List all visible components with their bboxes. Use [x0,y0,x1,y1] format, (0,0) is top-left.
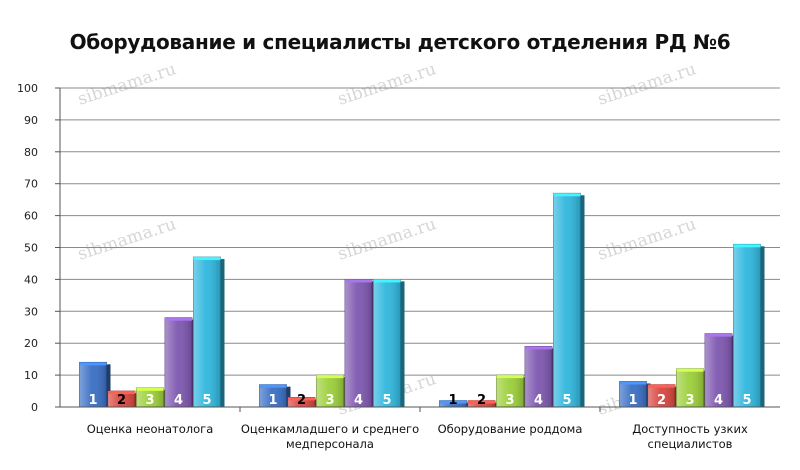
bar-number-label: 5 [742,393,751,408]
bar-highlight [705,333,732,407]
bar-highlight [345,279,372,407]
bar-top [553,193,581,197]
category-label: специалистов [648,437,733,451]
bar-top [108,391,135,395]
bar-highlight [316,375,344,407]
bar-top [165,317,192,321]
bar-top [288,397,315,401]
bar-highlight [193,257,221,407]
y-tick-label: 70 [24,178,38,191]
bar-top [648,384,675,388]
bar-top [79,362,107,366]
bar-top [193,257,221,261]
bar-number-label: 2 [297,393,306,408]
bar-number-label: 3 [325,393,334,408]
y-tick-label: 10 [24,369,38,382]
bar-highlight [108,391,135,407]
bar-number-label: 1 [268,393,277,408]
bar-number-label: 2 [477,393,486,408]
bar-top [468,400,495,404]
watermark-text: sibmama.ru [595,59,698,110]
bar-shadow [106,364,111,407]
category-label: Оценка неонатолога [87,422,214,436]
bar-number-label: 5 [202,393,211,408]
bar-number-label: 3 [685,393,694,408]
bar-highlight [136,387,164,407]
bar-highlight [733,244,761,407]
bar-highlight [373,279,401,407]
bar-shadow [580,195,585,407]
bar-number-label: 5 [562,393,571,408]
watermark-text: sibmama.ru [595,214,698,265]
bar-shadow [220,259,225,407]
bar-number-label: 4 [174,393,183,408]
bar-top [705,333,732,337]
bar-number-label: 4 [714,393,723,408]
bar-top [345,279,372,283]
bar-number-label: 1 [88,393,97,408]
bar-top [439,400,467,404]
bar-highlight [619,381,647,407]
y-tick-label: 40 [24,273,38,286]
bar-number-label: 5 [382,393,391,408]
bar-number-label: 3 [145,393,154,408]
watermark-text: sibmama.ru [75,59,178,110]
watermark-text: sibmama.ru [75,214,178,265]
gridlines [60,87,780,408]
axis-labels: 0 10 20 30 40 50 60 70 80 90 100 1 2 3 4 5 Оценка неонат… [17,82,752,451]
y-tick-label: 30 [24,305,38,318]
y-tick-label: 100 [17,82,38,95]
bar-shadow [760,246,765,407]
watermark-text: sibmama.ru [335,59,438,110]
bar-top [496,375,524,379]
bar-top [733,244,761,248]
y-tick-label: 20 [24,337,38,350]
y-tick-label: 50 [24,242,38,255]
bar-top [316,375,344,379]
bar-top [525,346,552,350]
chart-title: Оборудование и специалисты детского отде… [69,30,731,54]
bar-top [373,279,401,283]
y-tick-label: 90 [24,114,38,127]
bar-number-label: 1 [628,393,637,408]
watermark-text: sibmama.ru [335,214,438,265]
bar-highlight [553,193,581,407]
bar-highlight [496,375,524,407]
bar-highlight [468,400,495,407]
category-label: Оборудование роддома [438,422,583,436]
category-label: Доступность узких [632,422,748,436]
category-label: медперсонала [286,437,374,451]
bar-number-label: 2 [657,393,666,408]
y-tick-label: 80 [24,146,38,159]
bar-highlight [259,384,287,407]
bar-number-label: 2 [117,393,126,408]
y-tick-label: 0 [31,401,38,414]
bar-highlight [79,362,107,407]
bar-top [619,381,647,385]
bar-top [136,387,164,391]
category-label: Оценкамладшего и среднего [241,422,419,436]
axes [55,87,780,412]
y-tick-label: 60 [24,210,38,223]
bar-highlight [648,384,675,407]
bar-highlight [439,400,467,407]
bar-top [676,368,704,372]
bar-highlight [676,368,704,407]
bar-highlight [525,346,552,407]
bar-group [79,192,765,408]
bar-top [259,384,287,388]
bar-number-label: 3 [505,393,514,408]
bar-shadow [400,281,405,407]
bar-number-label: 1 [448,393,457,408]
bar-highlight [288,397,315,407]
bar-highlight [165,317,192,407]
bar-number-label: 4 [534,393,543,408]
bar-shadow [286,386,291,407]
bar-number-label: 4 [354,393,363,408]
